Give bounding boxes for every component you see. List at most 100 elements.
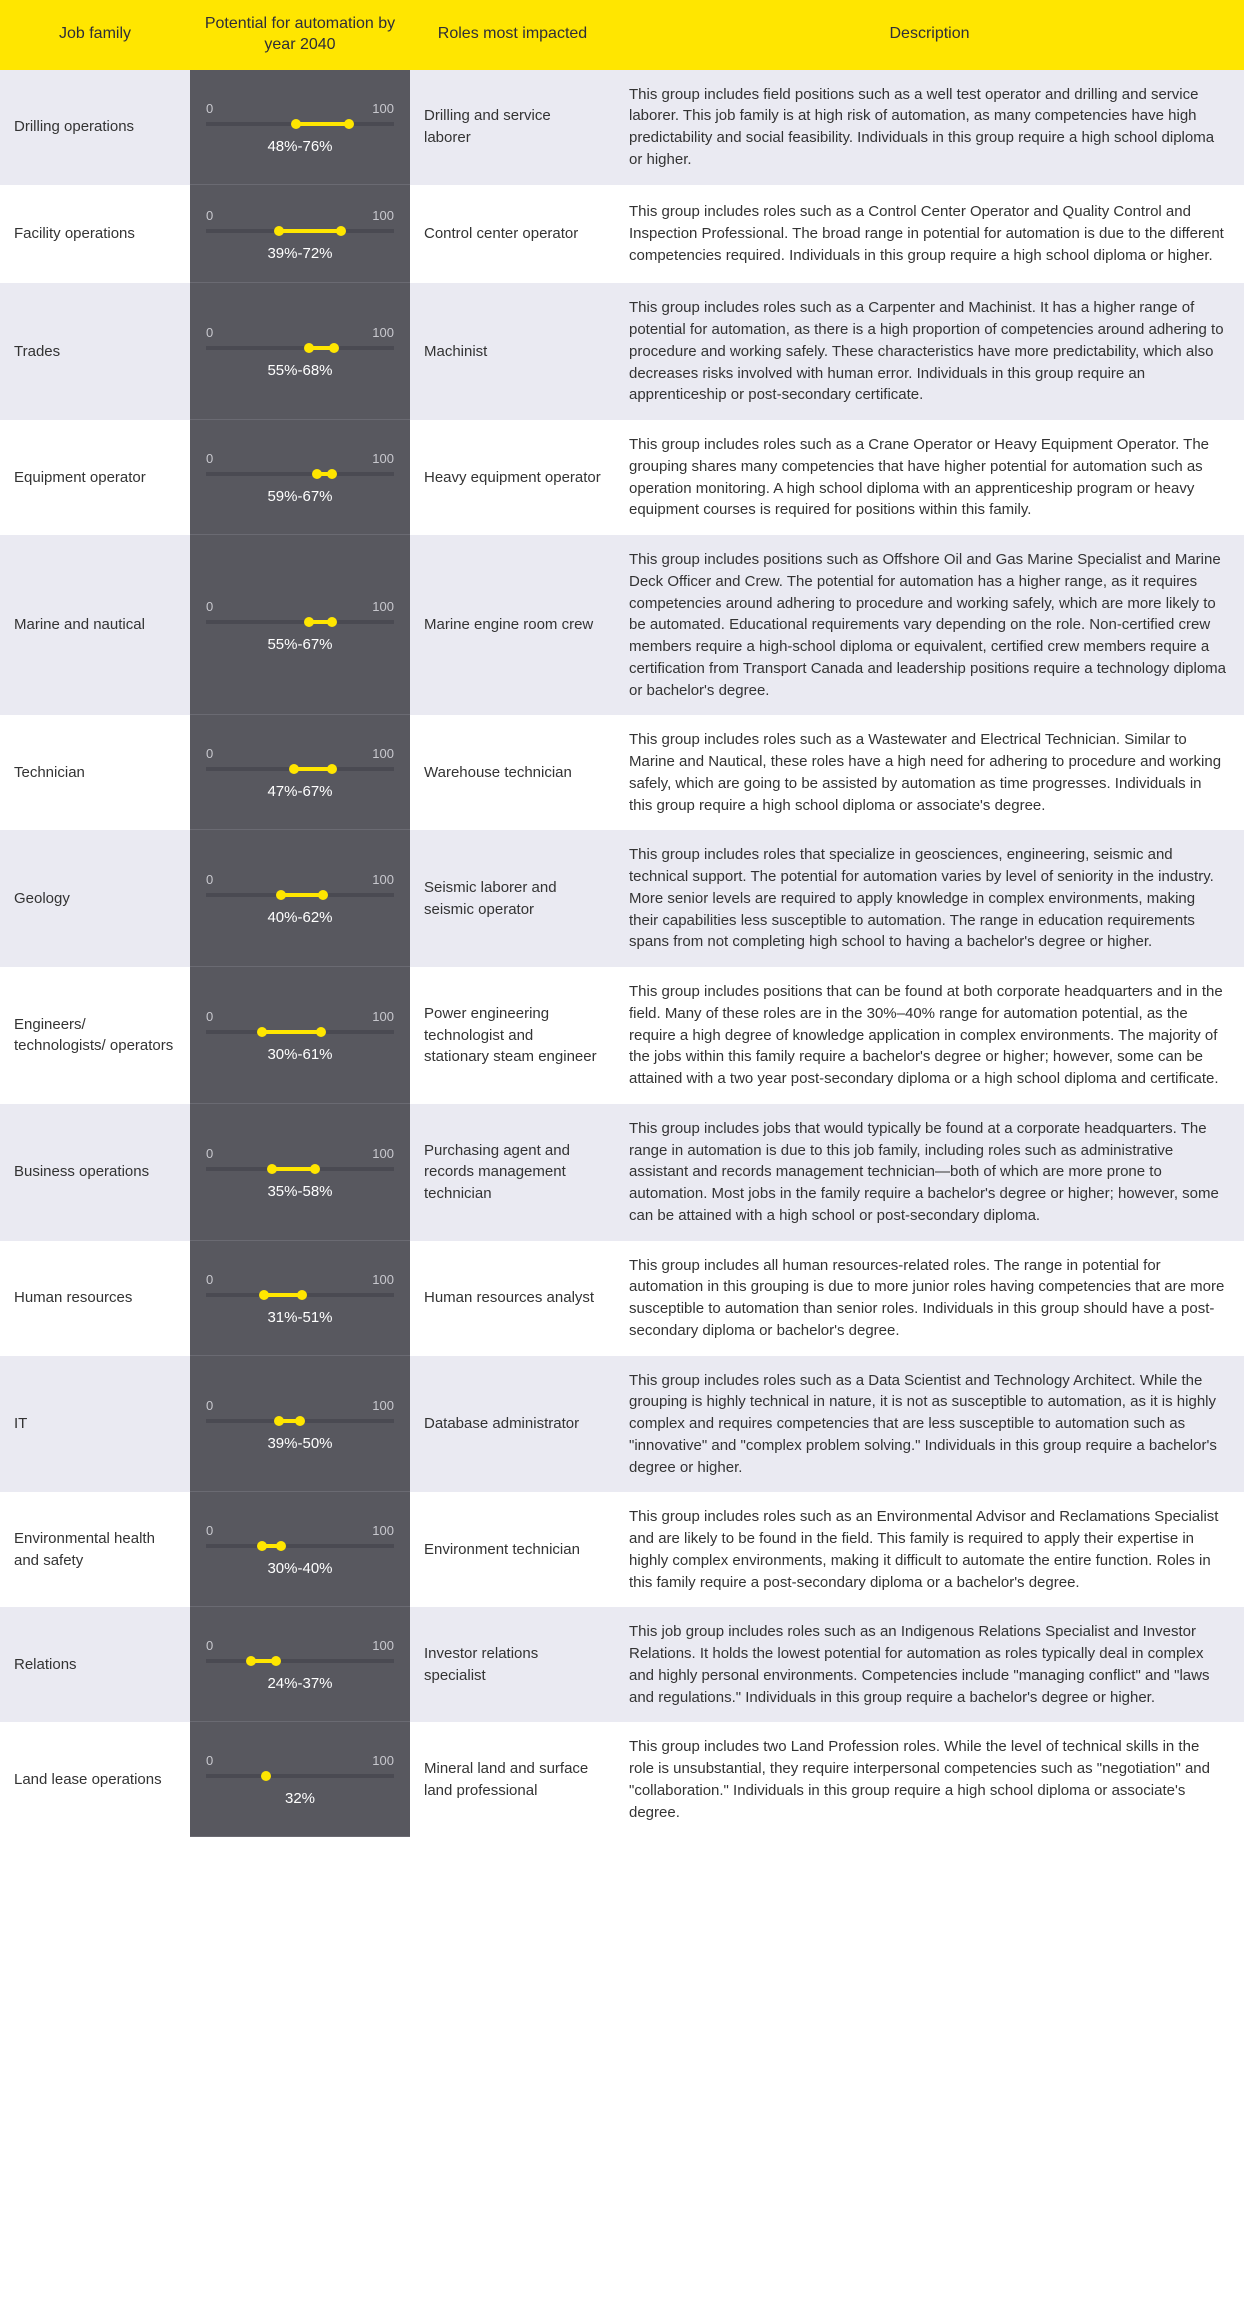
job-family-cell: Relations <box>0 1607 190 1722</box>
roles-cell: Heavy equipment operator <box>410 420 615 535</box>
axis-max-label: 100 <box>372 1637 394 1656</box>
table-row: Marine and nautical 0 100 55%-67% Marine… <box>0 535 1244 715</box>
axis-min-label: 0 <box>206 1008 213 1027</box>
description-cell: This group includes roles such as a Wast… <box>615 715 1244 830</box>
job-family-cell: Drilling operations <box>0 70 190 185</box>
job-family-cell: Trades <box>0 283 190 420</box>
range-label: 31%-51% <box>206 1307 394 1329</box>
table-row: Relations 0 100 24%-37% Investor relatio… <box>0 1607 1244 1722</box>
potential-cell: 0 100 39%-72% <box>190 185 410 284</box>
range-chart: 0 100 39%-50% <box>206 1397 394 1455</box>
chart-axis: 0 100 <box>206 1397 394 1411</box>
axis-max-label: 100 <box>372 871 394 890</box>
range-low-dot <box>274 226 284 236</box>
potential-cell: 0 100 47%-67% <box>190 715 410 830</box>
potential-cell: 0 100 30%-61% <box>190 967 410 1104</box>
chart-track <box>206 1544 394 1548</box>
axis-min-label: 0 <box>206 207 213 226</box>
range-label: 47%-67% <box>206 781 394 803</box>
chart-axis: 0 100 <box>206 1522 394 1536</box>
chart-axis: 0 100 <box>206 324 394 338</box>
range-high-dot <box>327 617 337 627</box>
chart-track <box>206 346 394 350</box>
axis-min-label: 0 <box>206 1752 213 1771</box>
job-family-cell: Facility operations <box>0 185 190 284</box>
axis-max-label: 100 <box>372 1008 394 1027</box>
description-cell: This group includes all human resources-… <box>615 1241 1244 1356</box>
roles-cell: Database administrator <box>410 1356 615 1493</box>
job-family-cell: Equipment operator <box>0 420 190 535</box>
chart-track <box>206 1659 394 1663</box>
header-job-family: Job family <box>0 0 190 70</box>
table-header-row: Job family Potential for automation by y… <box>0 0 1244 70</box>
chart-axis: 0 100 <box>206 1145 394 1159</box>
range-high-dot <box>327 764 337 774</box>
range-low-dot <box>274 1416 284 1426</box>
range-chart: 0 100 40%-62% <box>206 871 394 929</box>
range-low-dot <box>257 1541 267 1551</box>
job-family-cell: Business operations <box>0 1104 190 1241</box>
range-high-dot <box>316 1027 326 1037</box>
axis-min-label: 0 <box>206 871 213 890</box>
range-label: 30%-40% <box>206 1558 394 1580</box>
chart-track <box>206 767 394 771</box>
table-row: Trades 0 100 55%-68% Machinist This grou… <box>0 283 1244 420</box>
job-family-cell: IT <box>0 1356 190 1493</box>
chart-track <box>206 229 394 233</box>
range-chart: 0 100 47%-67% <box>206 745 394 803</box>
range-low-dot <box>257 1027 267 1037</box>
range-bar <box>296 122 349 126</box>
range-low-dot <box>267 1164 277 1174</box>
chart-axis: 0 100 <box>206 1752 394 1766</box>
range-label: 59%-67% <box>206 486 394 508</box>
axis-max-label: 100 <box>372 1397 394 1416</box>
range-label: 30%-61% <box>206 1044 394 1066</box>
range-high-dot <box>318 890 328 900</box>
chart-axis: 0 100 <box>206 100 394 114</box>
range-high-dot <box>276 1541 286 1551</box>
potential-cell: 0 100 39%-50% <box>190 1356 410 1493</box>
roles-cell: Environment technician <box>410 1492 615 1607</box>
job-family-cell: Human resources <box>0 1241 190 1356</box>
job-family-cell: Geology <box>0 830 190 967</box>
axis-max-label: 100 <box>372 598 394 617</box>
range-label: 35%-58% <box>206 1181 394 1203</box>
axis-max-label: 100 <box>372 450 394 469</box>
table-row: Equipment operator 0 100 59%-67% Heavy e… <box>0 420 1244 535</box>
chart-track <box>206 1774 394 1778</box>
range-label: 55%-67% <box>206 634 394 656</box>
description-cell: This group includes roles such as a Data… <box>615 1356 1244 1493</box>
range-low-dot <box>304 343 314 353</box>
range-chart: 0 100 59%-67% <box>206 450 394 508</box>
description-cell: This group includes field positions such… <box>615 70 1244 185</box>
range-low-dot <box>276 890 286 900</box>
range-point <box>261 1771 271 1781</box>
axis-max-label: 100 <box>372 100 394 119</box>
axis-min-label: 0 <box>206 1397 213 1416</box>
range-low-dot <box>291 119 301 129</box>
chart-track <box>206 1030 394 1034</box>
automation-table: Job family Potential for automation by y… <box>0 0 1244 1837</box>
potential-cell: 0 100 31%-51% <box>190 1241 410 1356</box>
potential-cell: 0 100 48%-76% <box>190 70 410 185</box>
axis-min-label: 0 <box>206 324 213 343</box>
chart-track <box>206 1419 394 1423</box>
chart-axis: 0 100 <box>206 207 394 221</box>
potential-cell: 0 100 55%-68% <box>190 283 410 420</box>
potential-cell: 0 100 59%-67% <box>190 420 410 535</box>
chart-axis: 0 100 <box>206 745 394 759</box>
table-row: IT 0 100 39%-50% Database administrator … <box>0 1356 1244 1493</box>
chart-track <box>206 1293 394 1297</box>
axis-max-label: 100 <box>372 324 394 343</box>
axis-min-label: 0 <box>206 100 213 119</box>
range-high-dot <box>295 1416 305 1426</box>
description-cell: This group includes roles such as an Env… <box>615 1492 1244 1607</box>
description-cell: This group includes roles such as a Cont… <box>615 185 1244 284</box>
range-label: 39%-72% <box>206 243 394 265</box>
axis-min-label: 0 <box>206 450 213 469</box>
job-family-cell: Engineers/ technologists/ operators <box>0 967 190 1104</box>
range-chart: 0 100 32% <box>206 1752 394 1810</box>
range-chart: 0 100 35%-58% <box>206 1145 394 1203</box>
description-cell: This group includes positions that can b… <box>615 967 1244 1104</box>
chart-track <box>206 893 394 897</box>
